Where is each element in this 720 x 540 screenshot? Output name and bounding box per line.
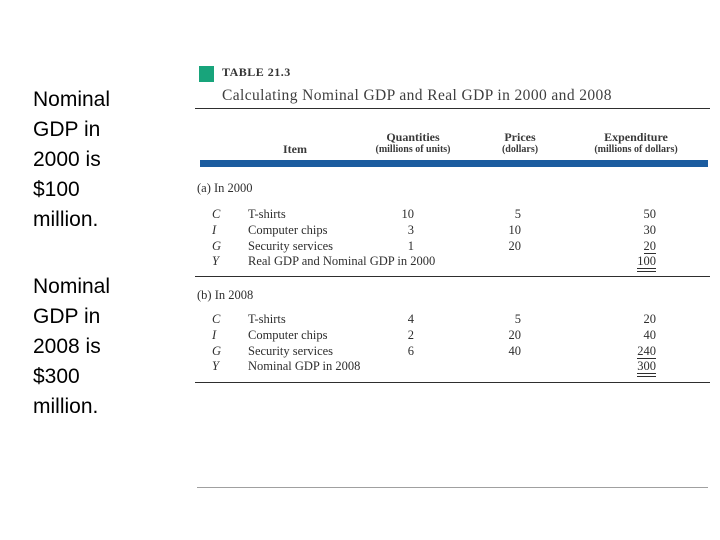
row-symbol: C	[212, 207, 221, 221]
row-price: 20	[508, 238, 522, 253]
row-item: Computer chips	[248, 327, 328, 342]
row-symbol: G	[212, 343, 222, 358]
table-row: G Security services 1 20 20	[195, 239, 710, 255]
row-price: 40	[508, 343, 522, 358]
row-item: Security services	[248, 343, 334, 358]
row-symbol: Y	[212, 359, 219, 374]
row-quantity: 1	[407, 238, 414, 253]
column-header-quantities-sub: (millions of units)	[375, 144, 451, 155]
title-rule	[195, 108, 710, 109]
column-header-item-label: Item	[283, 142, 307, 156]
note-nominal-gdp-2008: Nominal GDP in 2008 is $300 million.	[33, 275, 111, 418]
column-header-prices: Prices (dollars)	[480, 122, 560, 156]
section-a-rows: C T-shirts 10 5 50 I Computer chips 3 10…	[195, 207, 710, 272]
table-figure: TABLE 21.3 Calculating Nominal GDP and R…	[195, 60, 710, 490]
row-quantity: 3	[407, 222, 414, 237]
column-header-quantities-label: Quantities	[386, 130, 440, 144]
figure-bottom-rule	[197, 487, 708, 488]
row-price: 5	[514, 207, 521, 221]
column-header-prices-sub: (dollars)	[501, 144, 539, 155]
row-item: T-shirts	[248, 312, 286, 326]
table-tag: TABLE 21.3	[222, 65, 291, 79]
row-expenditure-underlined: 20	[643, 238, 656, 254]
row-quantity: 2	[407, 327, 414, 342]
row-quantity: 10	[401, 207, 415, 221]
row-expenditure: 50	[643, 207, 657, 221]
table-row: C T-shirts 4 5 20	[195, 312, 710, 328]
row-price: 20	[508, 327, 522, 342]
row-item: Nominal GDP in 2008	[248, 359, 361, 374]
table-title: Calculating Nominal GDP and Real GDP in …	[222, 87, 612, 104]
row-expenditure: 20	[643, 312, 657, 326]
table-tag-square-icon	[199, 66, 214, 82]
column-header-expenditure: Expenditure (millions of dollars)	[551, 122, 720, 156]
header-blue-rule	[200, 160, 708, 167]
row-price: 10	[508, 222, 522, 237]
table-row: I Computer chips 2 20 40	[195, 328, 710, 344]
column-header-expenditure-sub: (millions of dollars)	[594, 144, 678, 155]
row-expenditure-total: 100	[637, 254, 656, 272]
section-b-bottom-rule	[195, 382, 710, 383]
row-symbol: I	[212, 222, 217, 237]
column-header-item: Item	[255, 122, 335, 156]
section-a-label: (a) In 2000	[197, 181, 253, 195]
column-header-prices-label: Prices	[504, 130, 536, 144]
column-header-quantities: Quantities (millions of units)	[343, 122, 483, 156]
table-row: Y Nominal GDP in 2008 300	[195, 359, 710, 377]
table-row: I Computer chips 3 10 30	[195, 223, 710, 239]
table-row: Y Real GDP and Nominal GDP in 2000 100	[195, 254, 710, 272]
note-nominal-gdp-2000: Nominal GDP in 2000 is $100 million.	[33, 88, 111, 231]
row-symbol: G	[212, 238, 222, 253]
section-b-label: (b) In 2008	[197, 288, 254, 302]
column-header-expenditure-label: Expenditure	[604, 130, 668, 144]
row-symbol: Y	[212, 254, 219, 269]
section-b-rows: C T-shirts 4 5 20 I Computer chips 2 20 …	[195, 312, 710, 377]
table-row: C T-shirts 10 5 50	[195, 207, 710, 223]
row-expenditure: 40	[643, 327, 657, 342]
row-quantity: 4	[407, 312, 414, 326]
row-quantity: 6	[407, 343, 414, 358]
row-item: Real GDP and Nominal GDP in 2000	[248, 254, 436, 269]
row-expenditure-underlined: 240	[637, 343, 656, 359]
row-symbol: I	[212, 327, 217, 342]
row-price: 5	[514, 312, 521, 326]
section-a-bottom-rule	[195, 276, 710, 277]
row-item: Computer chips	[248, 222, 328, 237]
row-expenditure: 30	[643, 222, 657, 237]
table-row: G Security services 6 40 240	[195, 344, 710, 360]
row-item: T-shirts	[248, 207, 286, 221]
row-item: Security services	[248, 238, 334, 253]
row-expenditure-total: 300	[637, 359, 656, 377]
row-symbol: C	[212, 312, 221, 326]
